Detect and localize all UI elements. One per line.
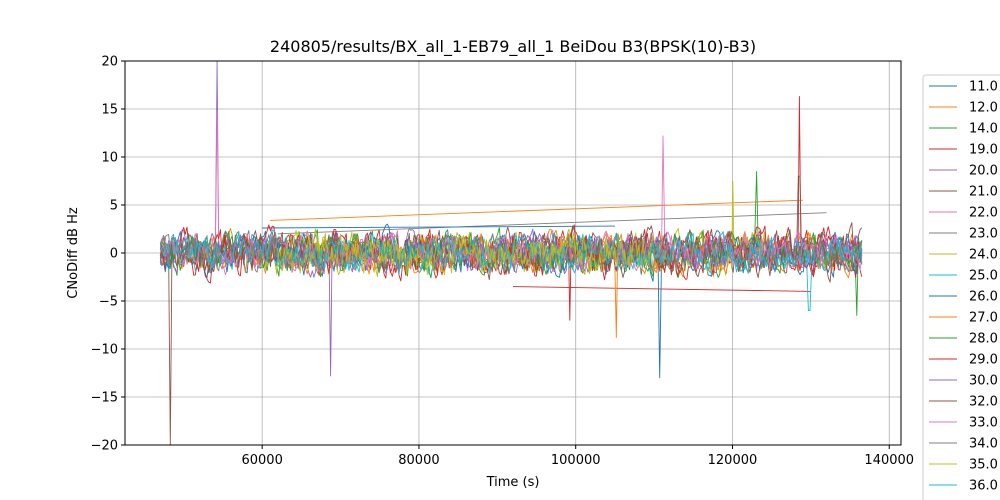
y-tick-label: 15 (101, 103, 118, 118)
legend-label: 19.0 (969, 143, 998, 158)
legend-label: 34.0 (969, 437, 998, 452)
gap-line-12.0 (269, 199, 804, 221)
y-tick-label: −15 (91, 391, 118, 406)
legend-label: 26.0 (969, 290, 998, 305)
legend-label: 22.0 (969, 206, 998, 221)
y-tick-label: 10 (101, 151, 118, 166)
y-axis-label: CNoDiff dB Hz (66, 207, 81, 299)
y-tick-label: −5 (99, 295, 118, 310)
legend-box (922, 74, 1000, 500)
y-tick-label: 20 (101, 55, 118, 70)
series-line-34.0 (159, 230, 863, 273)
series-line-21.0 (159, 175, 863, 445)
legend-label: 20.0 (969, 164, 998, 179)
legend-label: 14.0 (969, 122, 998, 137)
legend-label: 29.0 (969, 353, 998, 368)
legend-label: 27.0 (969, 311, 998, 326)
legend-label: 33.0 (969, 416, 998, 431)
series-line-20.0 (159, 61, 863, 377)
gap-line-11.0 (262, 225, 615, 229)
legend-label: 28.0 (969, 332, 998, 347)
x-tick-label: 60000 (241, 453, 282, 468)
legend-label: 25.0 (969, 269, 998, 284)
gap-line-23.0 (277, 212, 827, 235)
x-tick-label: 120000 (708, 453, 758, 468)
legend-label: 32.0 (969, 395, 998, 410)
series-layer (159, 61, 863, 445)
x-axis-ticks: 60000 80000 100000 120000 140000 (241, 445, 914, 468)
y-tick-label: 0 (110, 247, 118, 262)
y-tick-label: 5 (110, 199, 118, 214)
x-tick-label: 100000 (551, 453, 601, 468)
legend-label: 30.0 (969, 374, 998, 389)
legend-label: 24.0 (969, 248, 998, 263)
chart-title: 240805/results/BX_all_1-EB79_all_1 BeiDo… (270, 37, 756, 57)
legend-label: 21.0 (969, 185, 998, 200)
series-line-36.0 (159, 229, 863, 275)
legend-label: 36.0 (969, 479, 998, 494)
series-line-32.0 (159, 222, 863, 283)
legend-label: 23.0 (969, 227, 998, 242)
x-tick-label: 140000 (864, 453, 914, 468)
x-axis-label: Time (s) (486, 475, 540, 490)
gap-line-19.0 (512, 286, 811, 292)
legend-label: 12.0 (969, 101, 998, 116)
legend-label: 35.0 (969, 458, 998, 473)
legend: 11.0 12.0 14.0 19.0 20.0 21.0 22.0 23.0 24.0 25.0… (922, 74, 1000, 500)
y-tick-label: −10 (91, 343, 118, 358)
y-axis-ticks: −20 −15 −10 −5 0 5 10 15 20 (91, 55, 125, 454)
y-tick-label: −20 (91, 439, 118, 454)
x-tick-label: 80000 (398, 453, 439, 468)
legend-label: 11.0 (969, 80, 998, 95)
